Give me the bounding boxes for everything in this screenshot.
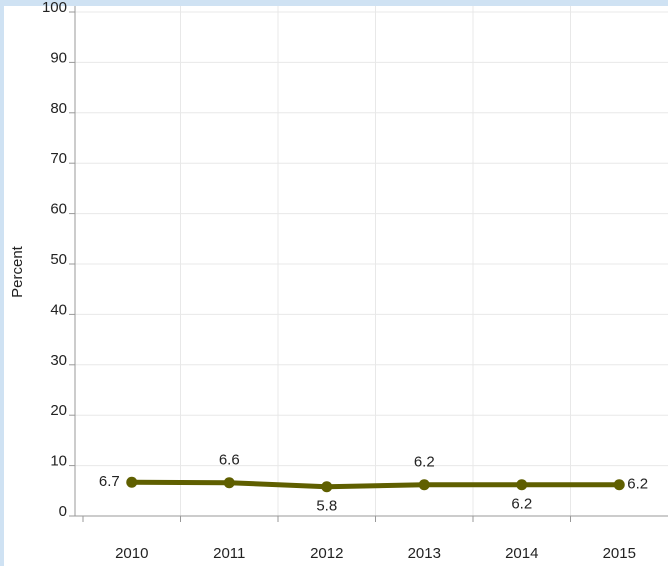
y-tick-label: 80 [50, 100, 67, 117]
left-bar [0, 0, 4, 566]
y-tick-label: 50 [50, 251, 67, 268]
y-tick-label: 10 [50, 453, 67, 470]
y-tick-label: 30 [50, 352, 67, 369]
y-tick-label: 0 [59, 503, 67, 520]
x-tick-label: 2011 [213, 545, 245, 562]
data-label: 6.2 [511, 496, 532, 513]
data-label: 6.6 [219, 452, 240, 469]
data-label: 6.7 [99, 473, 120, 490]
point [126, 476, 138, 488]
y-tick-label: 90 [50, 49, 67, 66]
y-tick-label: 40 [50, 301, 67, 318]
top-bar [0, 0, 668, 6]
data-label: 5.8 [316, 498, 337, 515]
y-tick-label: 100 [42, 0, 67, 16]
point [223, 477, 235, 489]
line [131, 479, 620, 490]
x-tick-label: 2014 [505, 545, 538, 562]
x-tick-label: 2010 [115, 545, 148, 562]
point [321, 481, 333, 493]
y-tick-label: 60 [50, 201, 67, 218]
point [613, 479, 625, 491]
y-tick-label: 70 [50, 150, 67, 167]
point [418, 479, 430, 491]
x-tick-label: 2015 [603, 545, 636, 562]
x-tick-label: 2013 [408, 545, 441, 562]
y-axis-label: Percent [9, 245, 26, 298]
point [516, 479, 528, 491]
x-tick-label: 2012 [310, 545, 343, 562]
data-label: 6.2 [627, 476, 648, 493]
data-label: 6.2 [414, 454, 435, 471]
y-tick-label: 20 [50, 402, 67, 419]
